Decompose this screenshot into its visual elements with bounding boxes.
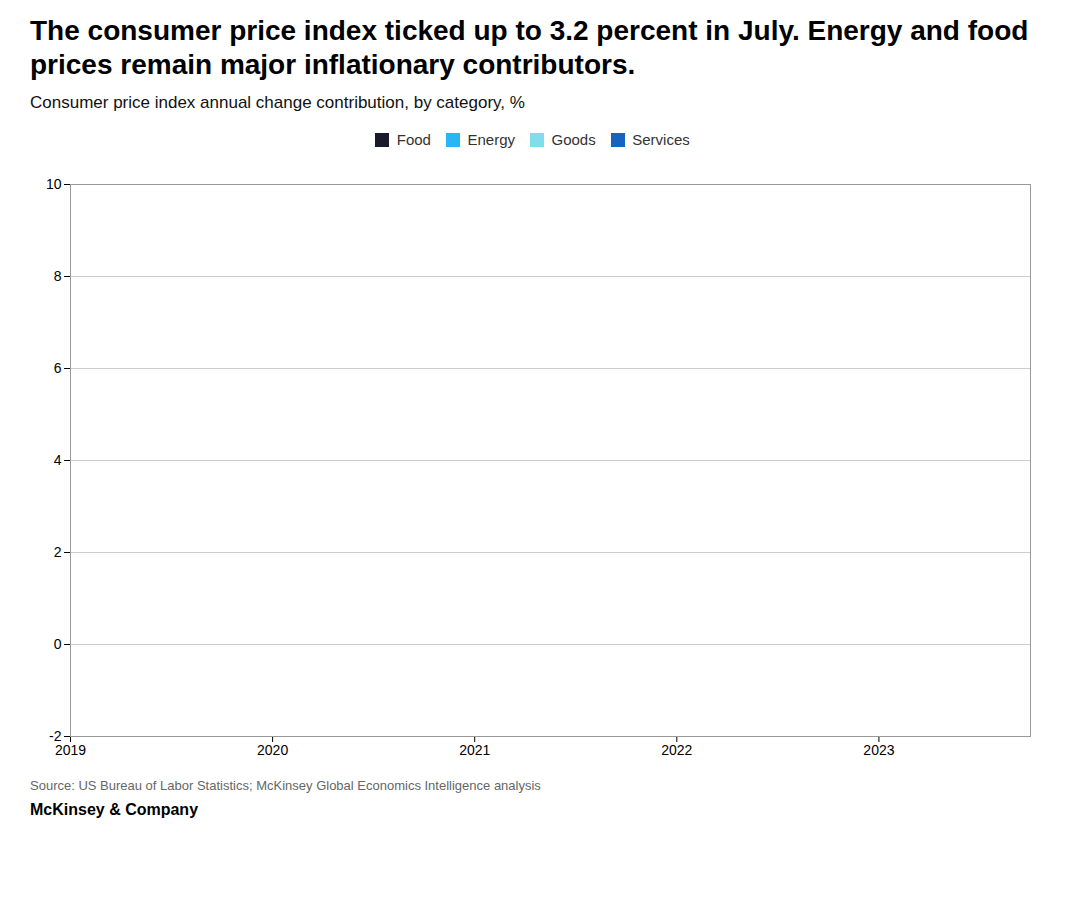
- html-text:Goods: Goods: [551, 131, 596, 149]
- svg-text:10: 10: [46, 176, 62, 192]
- html-text:Services: Services: [632, 131, 690, 149]
- svg-text:2020: 2020: [257, 742, 288, 758]
- svg-text:-2: -2: [49, 727, 62, 744]
- svg-text:2023: 2023: [863, 742, 894, 758]
- svg-text:4: 4: [54, 452, 62, 468]
- svg-text:6: 6: [54, 360, 62, 376]
- svg-text:2021: 2021: [459, 742, 490, 758]
- svg-text:2019: 2019: [55, 742, 86, 758]
- svg-text:0: 0: [54, 636, 62, 652]
- html-text:Consumer price index annual ch: Consumer price index annual change contr…: [30, 93, 525, 113]
- svg-text:2: 2: [54, 544, 62, 560]
- html-text:McKinsey & Company: McKinsey & Company: [30, 800, 198, 818]
- html-text:The consumer price index ticke: The consumer price index ticked up to 3.…: [30, 15, 1029, 80]
- svg-text:2022: 2022: [661, 742, 692, 758]
- svg-text:8: 8: [54, 268, 62, 284]
- html-text:Energy: Energy: [467, 131, 515, 149]
- html-text:Source: US Bureau of Labor Sta: Source: US Bureau of Labor Statistics; M…: [30, 777, 541, 793]
- html-text:Food: Food: [396, 131, 431, 149]
